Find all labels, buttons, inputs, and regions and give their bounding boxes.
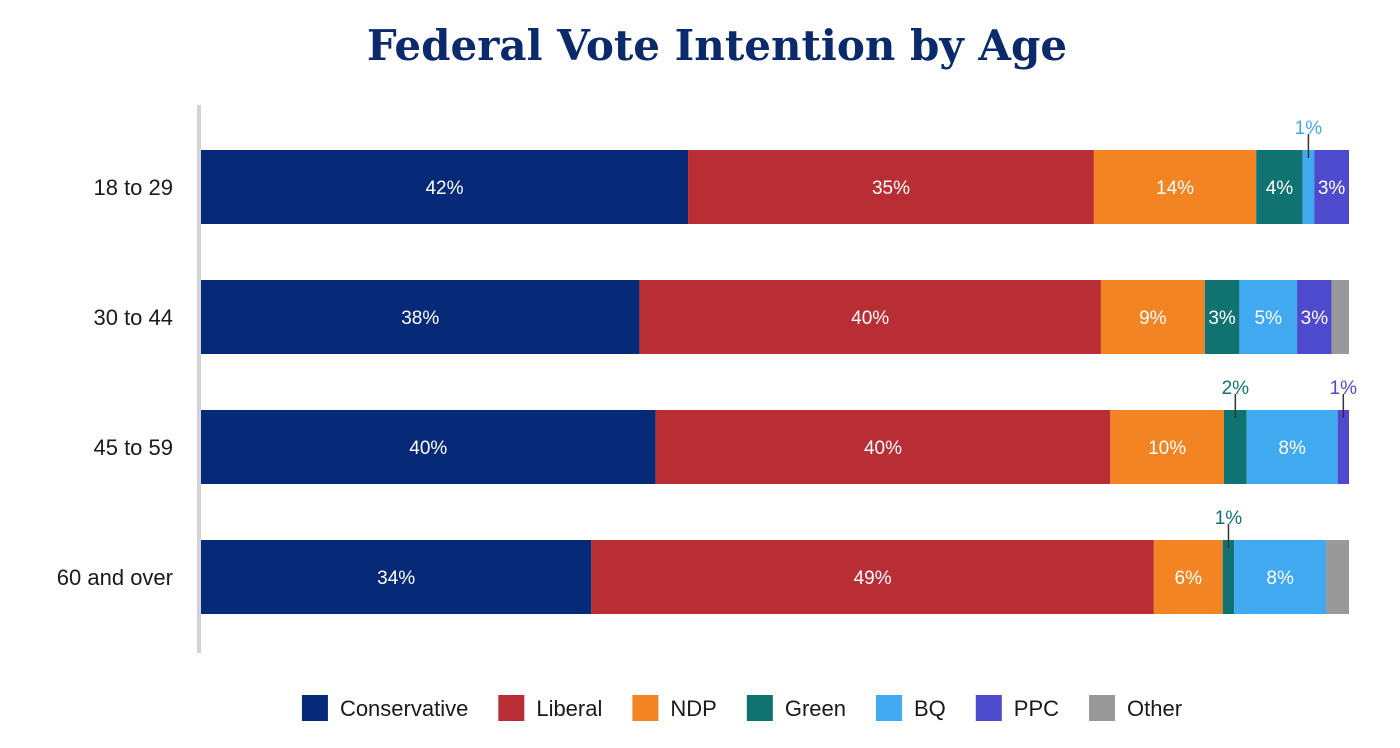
bar-segment <box>591 540 1154 614</box>
data-label: 35% <box>872 178 910 199</box>
category-label: 30 to 44 <box>93 305 173 330</box>
legend-label: Liberal <box>536 696 602 721</box>
bar-segment <box>1234 540 1327 614</box>
legend-swatch <box>1089 695 1116 721</box>
bar-segment <box>1314 150 1349 224</box>
bar-segment <box>1337 410 1349 484</box>
data-label: 4% <box>1266 178 1294 199</box>
data-label: 10% <box>1148 438 1186 459</box>
bar-segment <box>201 150 689 224</box>
legend-swatch <box>746 695 773 721</box>
legend-label: NDP <box>670 696 716 721</box>
legend-label: Green <box>785 696 846 721</box>
data-label: 40% <box>851 308 889 329</box>
bar-segment <box>201 540 592 614</box>
legend-label: BQ <box>914 696 946 721</box>
bar-segment <box>1331 280 1349 354</box>
bar-segment <box>1110 410 1224 484</box>
y-axis-line <box>197 105 201 653</box>
data-label: 1% <box>1330 378 1358 399</box>
legend-swatch <box>875 695 902 721</box>
data-label: 5% <box>1255 308 1283 329</box>
data-label: 8% <box>1278 438 1306 459</box>
bar-segment <box>639 280 1101 354</box>
data-label: 6% <box>1175 568 1203 589</box>
bar-segment <box>1239 280 1298 354</box>
legend-label: PPC <box>1014 696 1059 721</box>
bar-segment <box>201 280 640 354</box>
data-label: 9% <box>1139 308 1167 329</box>
bar-segment <box>1204 280 1240 354</box>
bar-segment <box>1246 410 1338 484</box>
data-label: 1% <box>1295 118 1323 139</box>
data-label: 3% <box>1208 308 1236 329</box>
legend-label: Other <box>1127 696 1182 721</box>
category-label: 60 and over <box>57 565 173 590</box>
bar-segment <box>1326 540 1349 614</box>
bar-segment <box>1222 540 1235 614</box>
bar-segment <box>1100 280 1205 354</box>
bar-segment <box>1093 150 1257 224</box>
bar-segment <box>1297 280 1332 354</box>
legend: Conservative Liberal NDP Green BQ PPC Other <box>301 695 1182 721</box>
data-label: 40% <box>864 438 902 459</box>
category-label: 18 to 29 <box>93 175 173 200</box>
data-label: 2% <box>1222 378 1250 399</box>
legend-label: Conservative <box>340 696 468 721</box>
chart-title: Federal Vote Intention by Age <box>367 21 1067 70</box>
category-label: 45 to 59 <box>93 435 173 460</box>
legend-swatch <box>498 695 525 721</box>
data-label: 1% <box>1215 508 1243 529</box>
plot-area: 18 to 29 42% 35% 14% 4% 1% 3% 30 to 44 38% 40% 9% 3… <box>57 118 1357 614</box>
data-label: 40% <box>409 438 447 459</box>
data-label: 14% <box>1156 178 1194 199</box>
data-label: 42% <box>425 178 463 199</box>
bar-segment <box>1256 150 1303 224</box>
legend-swatch <box>632 695 659 721</box>
legend-swatch <box>301 695 328 721</box>
data-label: 49% <box>854 568 892 589</box>
data-label: 8% <box>1266 568 1294 589</box>
bar-segment <box>1153 540 1223 614</box>
data-label: 34% <box>377 568 415 589</box>
bar-segment <box>1223 410 1247 484</box>
legend-swatch <box>975 695 1002 721</box>
bar-segment <box>655 410 1111 484</box>
bar-segment <box>201 410 656 484</box>
data-label: 38% <box>401 308 439 329</box>
bar-segment <box>1302 150 1315 224</box>
bar-segment <box>688 150 1094 224</box>
data-label: 3% <box>1301 308 1329 329</box>
data-label: 3% <box>1318 178 1346 199</box>
